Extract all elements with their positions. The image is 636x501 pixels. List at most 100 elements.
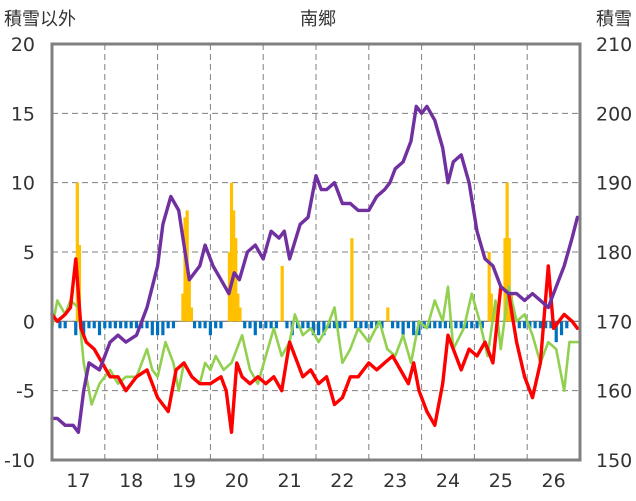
snow-change-bar [443, 321, 447, 329]
snowfall-bar [232, 210, 236, 322]
series-lines [50, 104, 580, 434]
snow-change-bar [538, 321, 542, 329]
snow-change-bar [343, 321, 347, 329]
snowfall-bar [487, 252, 491, 322]
snow-change-bar [166, 321, 170, 329]
x-tick-label: 25 [489, 470, 513, 492]
snow-change-bar [124, 321, 128, 329]
snow-change-bar [559, 321, 564, 336]
snow-change-bar [285, 321, 289, 329]
snow-change-bar [306, 321, 310, 329]
snowfall-bar [489, 293, 493, 322]
y-right-label: 積雪 [596, 9, 632, 30]
snow-change-bar [243, 321, 247, 329]
snow-change-bar [311, 321, 315, 336]
snow-change-bar [103, 321, 107, 329]
y-right-tick-label: 180 [596, 242, 632, 264]
snow-change-bar [253, 321, 257, 336]
x-tick-label: 19 [172, 470, 196, 492]
snowfall-bar [187, 279, 191, 322]
snow-change-bar [322, 321, 326, 336]
snowfall-bar [280, 265, 284, 322]
snow-change-bar [113, 321, 117, 329]
x-tick-label: 23 [383, 470, 407, 492]
snow-change-bar [433, 321, 437, 329]
snow-change-bar [82, 321, 86, 336]
y-right-tick-label: 190 [596, 173, 632, 195]
snow-change-bar [406, 321, 410, 329]
snow-change-bar [264, 321, 268, 329]
snow-change-bar [332, 321, 337, 329]
snow-change-bar [258, 321, 263, 329]
snow-change-bar [475, 321, 479, 329]
snow-depth-line [50, 104, 580, 434]
y-right-tick-label: 160 [596, 381, 632, 403]
snow-change-bar [565, 321, 569, 329]
snowfall-bar [183, 217, 187, 322]
snow-change-bar [63, 321, 67, 329]
snow-change-bar [317, 321, 321, 336]
snowfall-bar [350, 238, 354, 322]
snow-change-bar [219, 321, 223, 329]
snow-change-bar [380, 321, 384, 329]
snowfall-bar [238, 307, 242, 322]
snow-change-bar [359, 321, 363, 329]
x-axis: 17 18 19 20 21 22 23 24 25 26 [66, 470, 565, 492]
x-tick-label: 17 [66, 470, 90, 492]
snow-change-bar [354, 321, 358, 329]
snow-change-bar [390, 321, 395, 329]
snow-change-bar [427, 321, 432, 329]
snowfall-bar [77, 245, 82, 322]
snow-change-bar [412, 321, 416, 336]
y-right-axis: 150 160 170 180 190 200 210 [596, 34, 632, 472]
snowfall-bar [234, 238, 238, 322]
snow-change-bar [517, 321, 521, 329]
snow-change-bar [459, 321, 463, 329]
snowfall-bar [236, 293, 240, 322]
x-tick-label: 20 [225, 470, 249, 492]
plot-frame [50, 42, 582, 462]
snow-change-bar [522, 321, 527, 329]
snow-change-bar [129, 321, 133, 329]
snow-change-bar [401, 321, 405, 336]
snow-change-bar [438, 321, 442, 329]
y-left-tick-label: 0 [23, 311, 35, 333]
y-left-axis: -10 -5 0 5 10 15 20 [4, 34, 35, 472]
snowfall-bar [503, 238, 507, 322]
snowfall-bar [507, 238, 511, 322]
y-right-tick-label: 170 [596, 311, 632, 333]
x-tick-label: 24 [436, 470, 460, 492]
y-left-tick-label: -5 [16, 381, 35, 403]
y-left-label: 積雪以外 [4, 9, 76, 30]
y-left-tick-label: 15 [11, 103, 35, 125]
snow-change-bar [198, 321, 202, 329]
snowfall-bar [493, 307, 498, 322]
snow-change-bar [369, 321, 374, 329]
snow-change-bar [156, 321, 160, 336]
snow-change-bar [87, 321, 91, 329]
chart-title: 南郷 [300, 9, 336, 30]
snow-change-bar [248, 321, 252, 329]
snow-change-bar [454, 321, 458, 329]
snowfall-bar [229, 182, 234, 322]
snow-change-bar [74, 321, 78, 336]
snow-change-bars [58, 321, 569, 343]
snow-change-bar [145, 321, 149, 329]
snow-change-bar [364, 321, 368, 329]
snow-change-bar [274, 321, 278, 329]
snow-change-bar [58, 321, 62, 329]
snowfall-bar [75, 182, 79, 322]
snow-change-bar [92, 321, 96, 329]
snow-change-bar [97, 321, 102, 336]
y-left-tick-label: 10 [11, 173, 35, 195]
snow-change-bar [269, 321, 273, 329]
snow-change-bar [108, 321, 112, 329]
x-tick-label: 22 [330, 470, 354, 492]
snow-change-bar [480, 321, 484, 329]
snow-change-bar [192, 321, 197, 329]
snowfall-bar [189, 307, 193, 322]
snowfall-bar [181, 293, 185, 322]
x-tick-label: 18 [119, 470, 143, 492]
y-left-tick-label: 20 [11, 34, 35, 56]
snow-change-bar [549, 321, 553, 329]
